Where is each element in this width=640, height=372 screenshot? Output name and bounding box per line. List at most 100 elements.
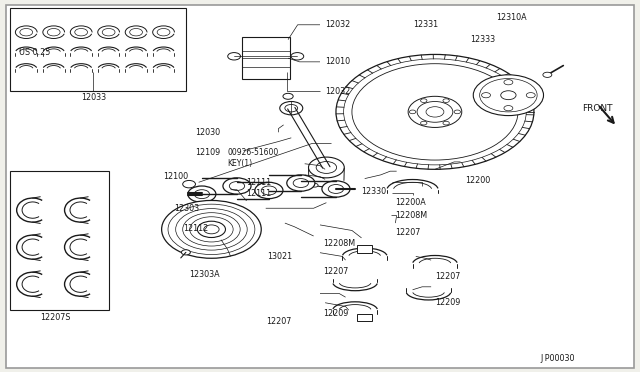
Text: 12112: 12112 xyxy=(182,224,208,233)
Text: 12010: 12010 xyxy=(325,57,350,66)
Text: 12030: 12030 xyxy=(195,128,221,137)
Text: 12330: 12330 xyxy=(362,187,387,196)
Circle shape xyxy=(261,186,276,195)
Circle shape xyxy=(280,102,303,115)
Circle shape xyxy=(188,186,216,202)
Circle shape xyxy=(162,201,261,258)
Text: 12111: 12111 xyxy=(246,178,272,187)
Circle shape xyxy=(417,102,453,122)
Circle shape xyxy=(526,93,535,98)
Text: KEY(1): KEY(1) xyxy=(227,158,253,167)
Text: 12207: 12207 xyxy=(396,228,420,237)
Circle shape xyxy=(336,54,534,169)
Circle shape xyxy=(181,250,190,255)
Bar xyxy=(357,314,372,321)
Circle shape xyxy=(182,180,195,188)
Text: 12200: 12200 xyxy=(466,176,491,185)
Ellipse shape xyxy=(365,108,390,116)
Circle shape xyxy=(322,181,350,197)
Circle shape xyxy=(194,190,209,199)
Circle shape xyxy=(157,29,170,36)
Text: US 0.25: US 0.25 xyxy=(19,48,50,57)
Circle shape xyxy=(479,78,537,112)
Circle shape xyxy=(312,183,318,187)
Circle shape xyxy=(47,29,60,36)
Ellipse shape xyxy=(428,138,442,152)
Bar xyxy=(10,8,186,92)
Circle shape xyxy=(420,121,427,125)
Text: J P00030: J P00030 xyxy=(540,354,575,363)
Circle shape xyxy=(130,29,143,36)
Circle shape xyxy=(75,29,88,36)
Text: 12100: 12100 xyxy=(164,172,189,181)
Circle shape xyxy=(481,93,490,98)
Text: 12207: 12207 xyxy=(266,317,291,326)
Ellipse shape xyxy=(480,108,504,116)
Text: 12310A: 12310A xyxy=(496,13,527,22)
Circle shape xyxy=(285,105,298,112)
Text: 12207: 12207 xyxy=(323,267,349,276)
Circle shape xyxy=(283,93,293,99)
Circle shape xyxy=(98,26,120,38)
Text: 12209: 12209 xyxy=(435,298,460,307)
Circle shape xyxy=(287,175,315,191)
Text: 12111: 12111 xyxy=(246,189,272,198)
Text: 00926-51600: 00926-51600 xyxy=(227,148,278,157)
Circle shape xyxy=(229,182,244,190)
Circle shape xyxy=(20,29,33,36)
Bar xyxy=(357,245,372,253)
Text: 12333: 12333 xyxy=(470,35,495,44)
Circle shape xyxy=(308,157,344,178)
Circle shape xyxy=(443,121,449,125)
Circle shape xyxy=(500,91,516,100)
Circle shape xyxy=(408,96,462,128)
Ellipse shape xyxy=(385,130,404,141)
Circle shape xyxy=(70,26,92,38)
Text: 12208M: 12208M xyxy=(396,211,428,220)
Circle shape xyxy=(543,72,552,77)
Circle shape xyxy=(344,59,526,165)
Circle shape xyxy=(291,52,304,60)
Circle shape xyxy=(15,26,37,38)
Ellipse shape xyxy=(466,130,486,141)
Text: 12303A: 12303A xyxy=(189,270,220,279)
Text: 13021: 13021 xyxy=(268,252,292,261)
Text: FRONT: FRONT xyxy=(582,104,613,113)
Ellipse shape xyxy=(428,71,442,86)
Circle shape xyxy=(293,179,308,187)
Text: 12208M: 12208M xyxy=(323,239,355,248)
Circle shape xyxy=(443,99,449,103)
Ellipse shape xyxy=(385,83,404,94)
Bar xyxy=(10,171,109,310)
Circle shape xyxy=(255,182,283,199)
Circle shape xyxy=(102,29,115,36)
Bar xyxy=(185,183,193,186)
Circle shape xyxy=(352,64,518,160)
Circle shape xyxy=(335,183,341,187)
Text: 12331: 12331 xyxy=(413,20,438,29)
Circle shape xyxy=(197,221,225,237)
Circle shape xyxy=(153,26,174,38)
Text: 12200A: 12200A xyxy=(396,198,426,207)
Text: 12032: 12032 xyxy=(325,20,350,29)
Circle shape xyxy=(473,75,543,116)
Circle shape xyxy=(420,99,427,103)
Text: 12032: 12032 xyxy=(325,87,350,96)
Circle shape xyxy=(228,52,241,60)
Circle shape xyxy=(316,161,337,173)
Circle shape xyxy=(504,106,513,111)
Circle shape xyxy=(223,178,251,194)
Text: 12207S: 12207S xyxy=(40,313,70,322)
Circle shape xyxy=(328,185,344,193)
Text: 12033: 12033 xyxy=(81,93,106,102)
Circle shape xyxy=(410,110,416,114)
Circle shape xyxy=(454,110,461,114)
Circle shape xyxy=(204,225,219,234)
Text: 12209: 12209 xyxy=(323,310,349,318)
Bar xyxy=(242,37,290,80)
Circle shape xyxy=(125,26,147,38)
Circle shape xyxy=(426,107,444,117)
Text: 12303: 12303 xyxy=(174,204,200,213)
Text: 12207: 12207 xyxy=(435,272,460,281)
Circle shape xyxy=(504,80,513,85)
